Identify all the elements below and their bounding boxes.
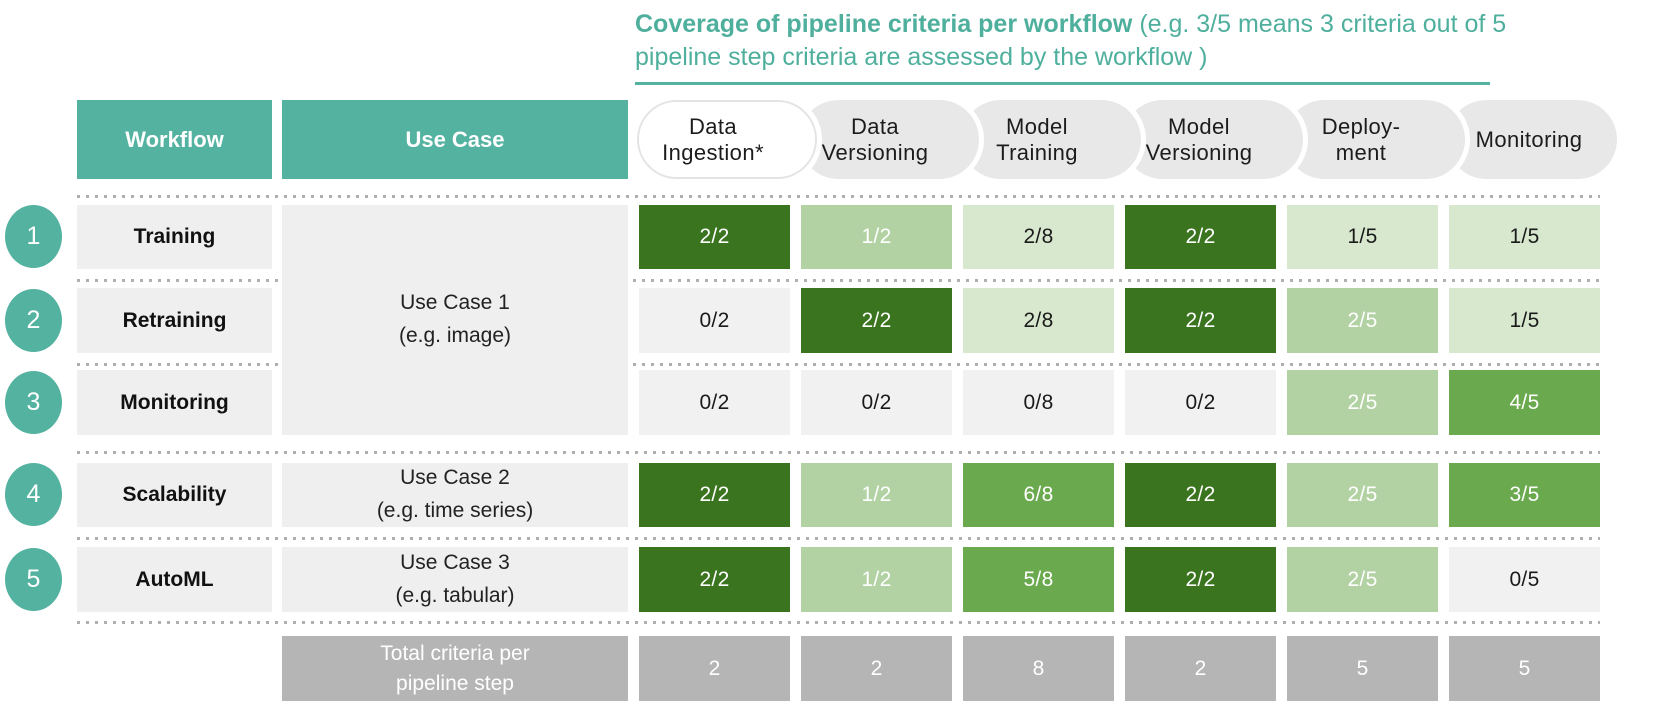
- workflow-label-training: Training: [77, 205, 272, 269]
- coverage-cell: 1/5: [1449, 205, 1600, 269]
- coverage-cell: 2/5: [1287, 370, 1438, 435]
- coverage-cell: 0/2: [639, 288, 790, 353]
- coverage-cell: 0/2: [801, 370, 952, 435]
- coverage-cell: 1/2: [801, 463, 952, 527]
- pipeline-step-model-versioning: Model Versioning: [1123, 100, 1303, 179]
- coverage-cell: 1/2: [801, 547, 952, 612]
- dotted-separator: [77, 363, 278, 366]
- total-cell: 2: [639, 636, 790, 701]
- coverage-cell: 4/5: [1449, 370, 1600, 435]
- coverage-cell: 2/2: [801, 288, 952, 353]
- use-case-3-box: Use Case 3 (e.g. tabular): [282, 547, 628, 612]
- coverage-cell: 2/8: [963, 288, 1114, 353]
- workflow-label-scalability: Scalability: [77, 463, 272, 527]
- coverage-cell: 2/2: [1125, 547, 1276, 612]
- pipeline-step-deployment: Deploy- ment: [1285, 100, 1465, 179]
- coverage-cell: 2/2: [1125, 463, 1276, 527]
- row-number-badge: 1: [5, 205, 62, 268]
- row-number-badge: 5: [5, 548, 62, 611]
- coverage-cell: 1/5: [1287, 205, 1438, 269]
- coverage-cell: 2/5: [1287, 288, 1438, 353]
- figure-title-bold: Coverage of pipeline criteria per workfl…: [635, 10, 1133, 38]
- total-cell: 2: [1125, 636, 1276, 701]
- coverage-cell: 0/2: [1125, 370, 1276, 435]
- dotted-separator: [633, 363, 1600, 366]
- row-number-badge: 4: [5, 463, 62, 526]
- total-cell: 8: [963, 636, 1114, 701]
- coverage-cell: 2/8: [963, 205, 1114, 269]
- coverage-cell: 1/5: [1449, 288, 1600, 353]
- use-case-column-header: Use Case: [282, 100, 628, 179]
- coverage-cell: 2/2: [639, 547, 790, 612]
- coverage-cell: 1/2: [801, 205, 952, 269]
- totals-label: Total criteria per pipeline step: [282, 636, 628, 701]
- coverage-cell: 0/5: [1449, 547, 1600, 612]
- coverage-cell: 3/5: [1449, 463, 1600, 527]
- coverage-cell: 2/2: [639, 463, 790, 527]
- total-cell: 2: [801, 636, 952, 701]
- dotted-separator: [77, 451, 1600, 454]
- workflow-label-automl: AutoML: [77, 547, 272, 612]
- workflow-label-retraining: Retraining: [77, 288, 272, 353]
- coverage-cell: 5/8: [963, 547, 1114, 612]
- use-case-1-box: Use Case 1 (e.g. image): [282, 205, 628, 435]
- coverage-cell: 2/2: [639, 205, 790, 269]
- coverage-cell: 2/5: [1287, 463, 1438, 527]
- pipeline-step-data-versioning: Data Versioning: [799, 100, 979, 179]
- pipeline-step-monitoring: Monitoring: [1447, 100, 1617, 179]
- figure-title: Coverage of pipeline criteria per workfl…: [635, 8, 1520, 74]
- row-number-badge: 2: [5, 289, 62, 352]
- workflow-column-header: Workflow: [77, 100, 272, 179]
- dotted-separator: [77, 195, 1600, 198]
- pipeline-step-model-training: Model Training: [961, 100, 1141, 179]
- dotted-separator: [77, 279, 278, 282]
- title-underline: [635, 82, 1490, 85]
- use-case-2-box: Use Case 2 (e.g. time series): [282, 463, 628, 527]
- dotted-separator: [633, 279, 1600, 282]
- row-number-badge: 3: [5, 371, 62, 434]
- coverage-cell: 6/8: [963, 463, 1114, 527]
- coverage-cell: 0/2: [639, 370, 790, 435]
- total-cell: 5: [1449, 636, 1600, 701]
- total-cell: 5: [1287, 636, 1438, 701]
- pipeline-step-data-ingestion: Data Ingestion*: [637, 100, 817, 179]
- coverage-cell: 2/2: [1125, 205, 1276, 269]
- coverage-cell: 0/8: [963, 370, 1114, 435]
- coverage-cell: 2/5: [1287, 547, 1438, 612]
- dotted-separator: [77, 537, 1600, 540]
- coverage-cell: 2/2: [1125, 288, 1276, 353]
- dotted-separator: [77, 621, 1600, 624]
- figure-title-normal: (e.g. 3/5 means 3 criteria out of 5 pipe…: [635, 10, 1507, 71]
- workflow-label-monitoring: Monitoring: [77, 370, 272, 435]
